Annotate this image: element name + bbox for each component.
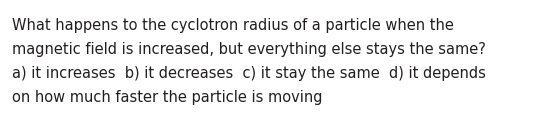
Text: magnetic field is increased, but everything else stays the same?: magnetic field is increased, but everyth… xyxy=(12,42,486,57)
Text: on how much faster the particle is moving: on how much faster the particle is movin… xyxy=(12,90,323,105)
Text: What happens to the cyclotron radius of a particle when the: What happens to the cyclotron radius of … xyxy=(12,18,454,33)
Text: a) it increases  b) it decreases  c) it stay the same  d) it depends: a) it increases b) it decreases c) it st… xyxy=(12,66,486,81)
